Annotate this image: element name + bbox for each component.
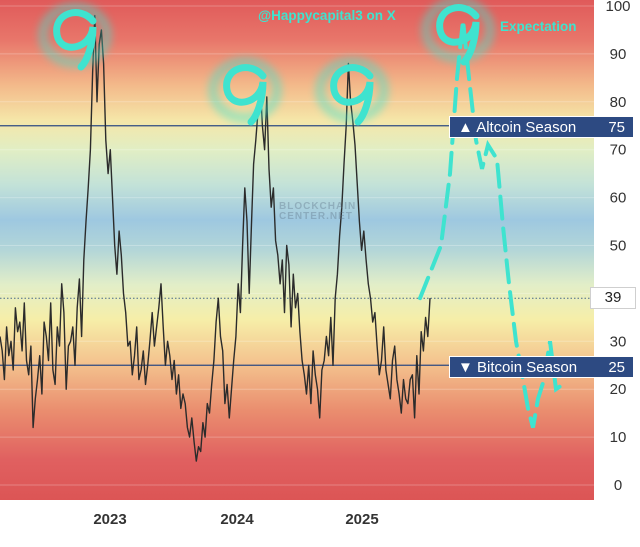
peak-circle-annotation	[53, 9, 97, 71]
y-tick-label: 100	[605, 0, 630, 15]
x-tick-label: 2024	[220, 511, 254, 528]
x-axis-background	[0, 500, 640, 547]
peak-glow	[421, 0, 495, 63]
altcoin-season-badge: ▲ Altcoin Season 75	[449, 116, 634, 138]
watermark: BLOCKCHAIN CENTER.NET	[279, 201, 357, 222]
down-triangle-icon: ▼	[458, 359, 473, 376]
altcoin-season-label: Altcoin Season	[476, 119, 577, 136]
y-tick-label: 30	[610, 333, 627, 350]
peak-circle-annotation	[436, 4, 480, 66]
author-credit: @Happycapital3 on X	[258, 8, 396, 23]
axis-background	[594, 0, 640, 500]
series-line-history	[0, 14, 431, 462]
y-tick-label: 60	[610, 190, 627, 207]
y-tick-label: 20	[610, 381, 627, 398]
y-tick-label: 50	[610, 238, 627, 255]
y-tick-label: 0	[614, 477, 622, 494]
peak-glow	[208, 57, 282, 123]
current-value-label: 39	[590, 287, 636, 309]
y-tick-label: 90	[610, 46, 627, 63]
peak-circle-annotation	[330, 64, 374, 126]
bitcoin-season-value: 25	[608, 359, 625, 376]
peak-circle-annotation	[223, 64, 267, 126]
x-tick-label: 2023	[93, 511, 126, 528]
y-tick-label: 70	[610, 142, 627, 159]
y-tick-label: 10	[610, 429, 627, 446]
bitcoin-season-label: Bitcoin Season	[477, 359, 578, 376]
peak-glow	[315, 57, 389, 123]
altcoin-season-value: 75	[608, 119, 625, 136]
expectation-label: Expectation	[500, 19, 577, 34]
bitcoin-season-badge: ▼ Bitcoin Season 25	[449, 356, 634, 378]
x-tick-label: 2025	[345, 511, 378, 528]
up-triangle-icon: ▲	[458, 119, 473, 136]
peak-glow	[38, 2, 112, 68]
y-tick-label: 80	[610, 94, 627, 111]
plot-background	[0, 0, 594, 500]
